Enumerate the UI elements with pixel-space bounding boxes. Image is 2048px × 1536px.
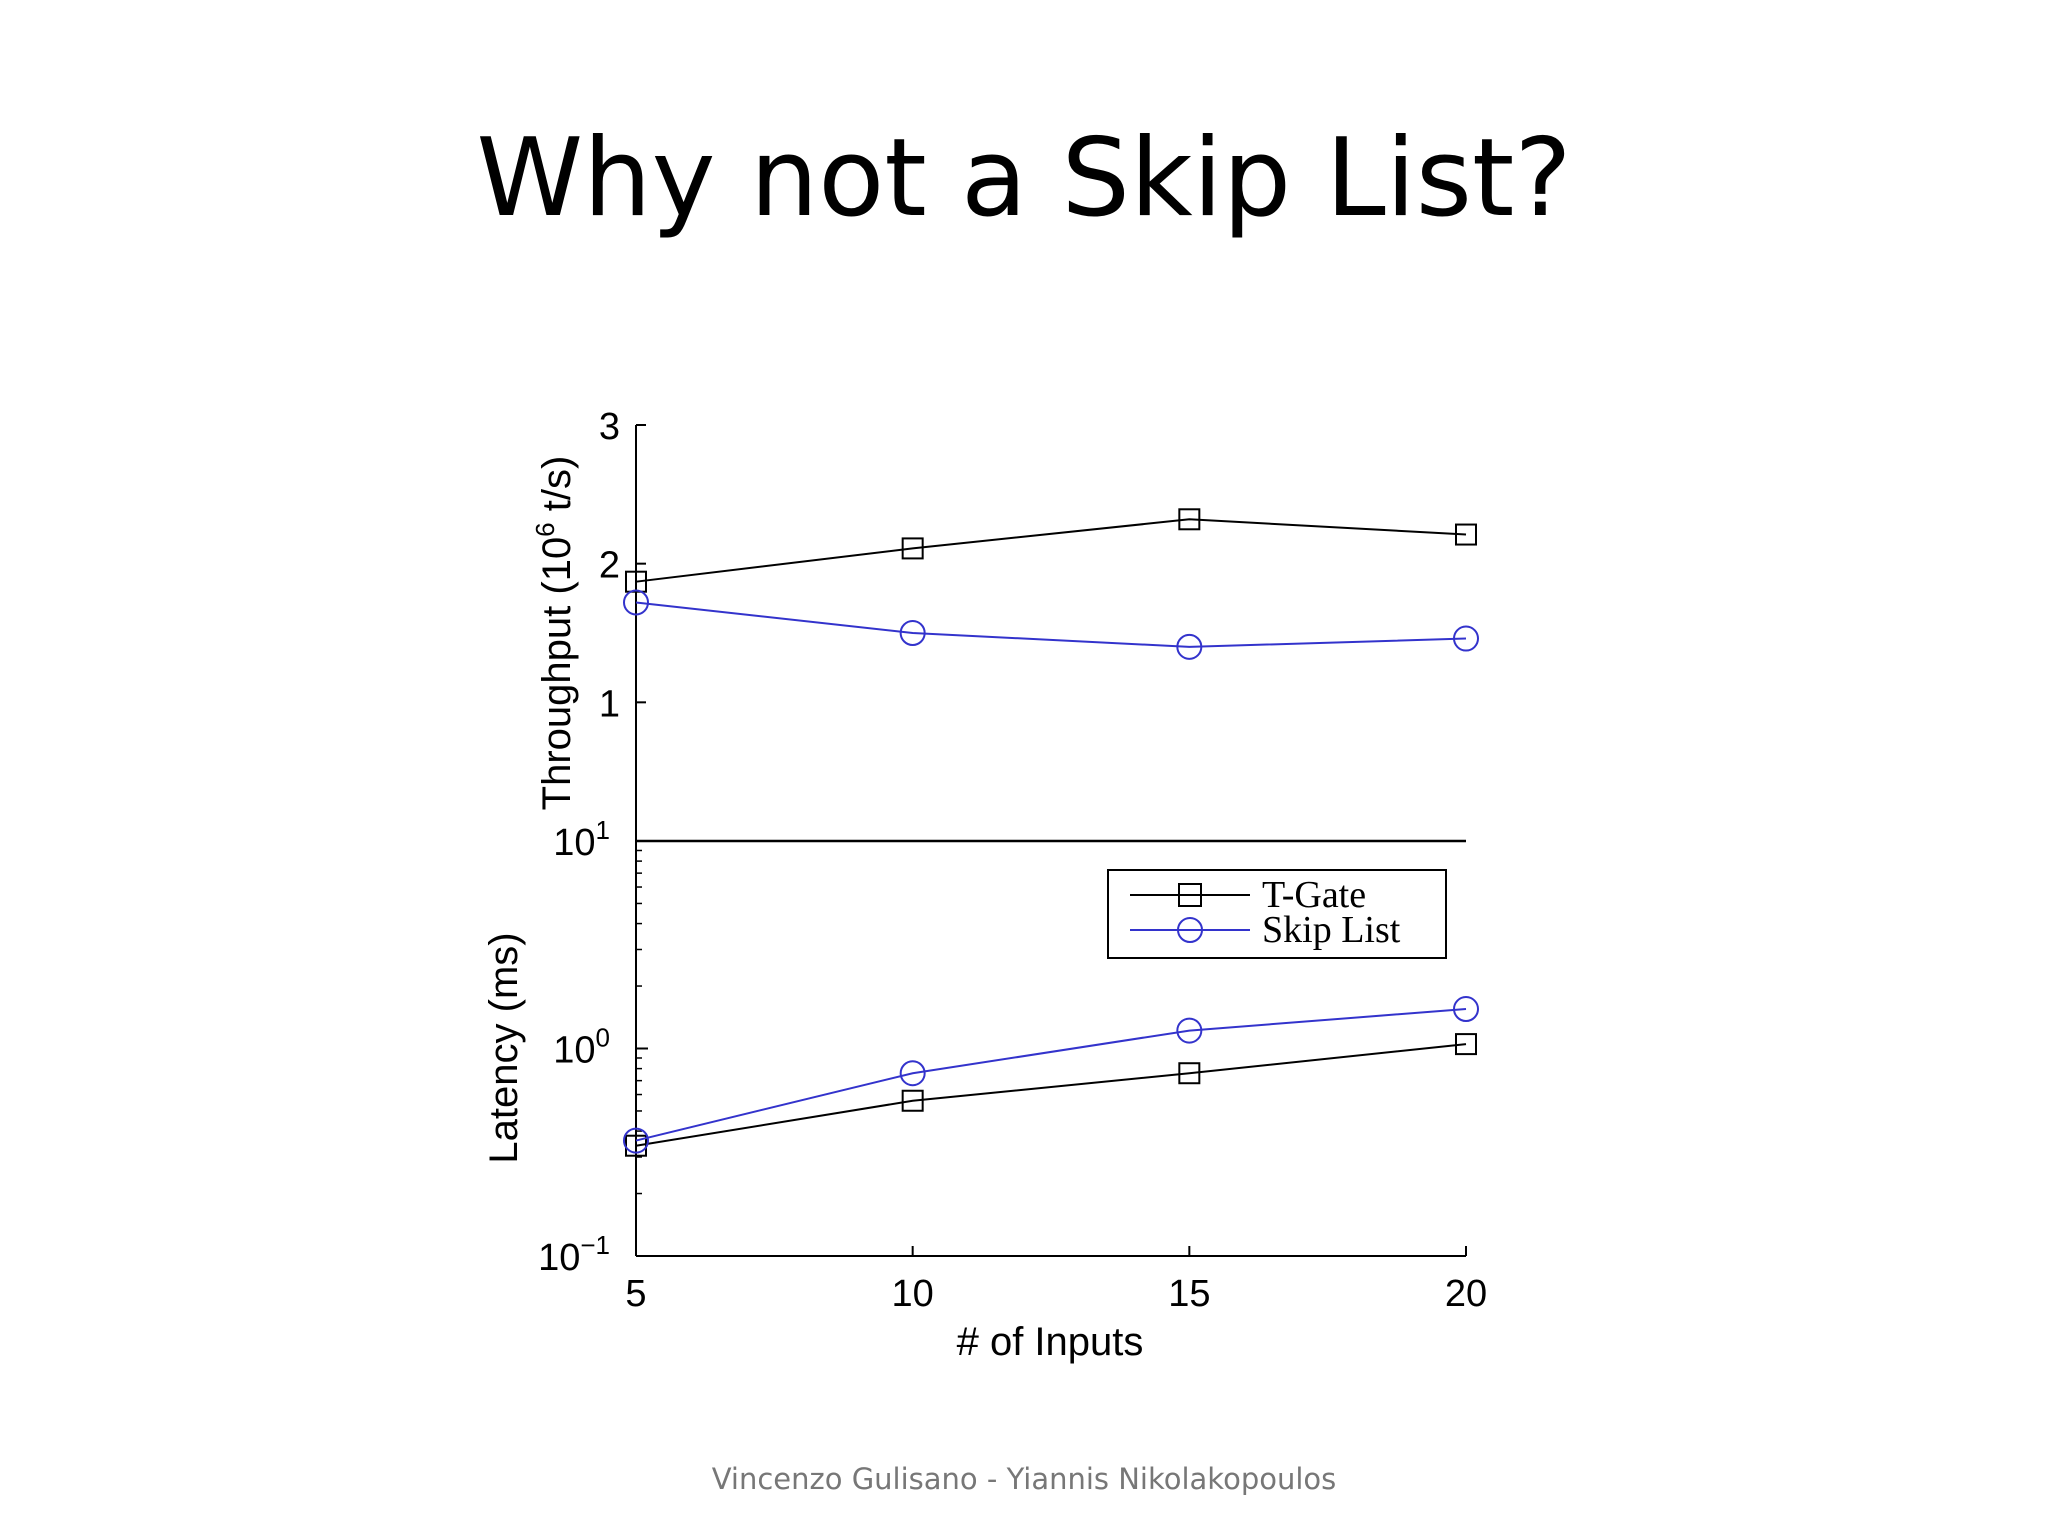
bottom-point-skip-list (899, 1060, 926, 1087)
top-point-skip-list (899, 620, 926, 646)
x-tick-label: 20 (1445, 1273, 1487, 1315)
legend-marker-skip-list (1177, 917, 1203, 943)
bottom-point-t-gate (1178, 1062, 1201, 1085)
bottom-point-t-gate (1455, 1033, 1477, 1056)
bottom-series-line-t-gate (635, 1043, 1467, 1147)
legend-label-t-gate: T-Gate (1262, 874, 1366, 916)
legend-box (1107, 869, 1447, 959)
bottom-point-skip-list (1176, 1017, 1203, 1044)
bottom-panel-series (623, 996, 1479, 1157)
top-point-skip-list (1176, 633, 1203, 660)
bottom-panel-y-ticks: 10−1 100 101 (538, 815, 648, 1279)
legend: T-Gate Skip List (1107, 869, 1447, 959)
footer-text: Vincenzo Gulisano - Yiannis Nikolakopoul… (711, 1462, 1337, 1496)
bottom-point-skip-list (1453, 996, 1479, 1023)
x-tick-label: 5 (625, 1273, 646, 1315)
slide-title: Why not a Skip List? (476, 116, 1572, 241)
bottom-panel-ylabel: Latency (ms) (482, 932, 526, 1163)
top-point-t-gate (1178, 508, 1201, 531)
top-y-tick-label: 3 (599, 406, 620, 448)
bottom-y-tick-label: 10−1 (538, 1230, 610, 1279)
bottom-point-t-gate (901, 1089, 924, 1112)
top-point-skip-list (1453, 625, 1479, 652)
x-tick-label: 15 (1168, 1273, 1210, 1315)
top-point-t-gate (901, 537, 924, 560)
bottom-y-tick-label: 101 (553, 815, 610, 864)
bottom-panel: 10−1 100 101 5 10 15 20 Latency (ms) # of Inp… (482, 815, 1487, 1364)
top-point-skip-list (623, 589, 649, 616)
bottom-series-line-skip-list (635, 1008, 1467, 1142)
top-series-line-skip-list (635, 601, 1467, 648)
top-point-t-gate (1455, 523, 1477, 546)
top-panel-ylabel-tail: t/s) (535, 456, 579, 523)
bottom-y-tick-label: 100 (553, 1023, 610, 1072)
bottom-panel-xlabel: # of Inputs (957, 1320, 1144, 1364)
top-y-tick-label: 1 (599, 683, 620, 725)
legend-marker-t-gate (1178, 883, 1202, 907)
top-series-line-t-gate (635, 518, 1467, 583)
legend-label-skip-list: Skip List (1262, 909, 1401, 951)
top-panel-ylabel: Throughput (106 t/s) (530, 456, 579, 811)
top-panel-series (623, 508, 1479, 660)
top-panel: 1 2 3 Throughput (106 t/s) (530, 406, 1479, 843)
bottom-point-skip-list (623, 1127, 649, 1154)
top-y-tick-label: 2 (599, 545, 620, 587)
top-panel-ylabel-superscript: 6 (530, 522, 560, 536)
bottom-panel-x-ticks: 5 10 15 20 (625, 1246, 1487, 1315)
top-panel-y-ticks: 1 2 3 (599, 406, 646, 725)
top-point-t-gate (625, 570, 647, 593)
x-tick-label: 10 (892, 1273, 934, 1315)
